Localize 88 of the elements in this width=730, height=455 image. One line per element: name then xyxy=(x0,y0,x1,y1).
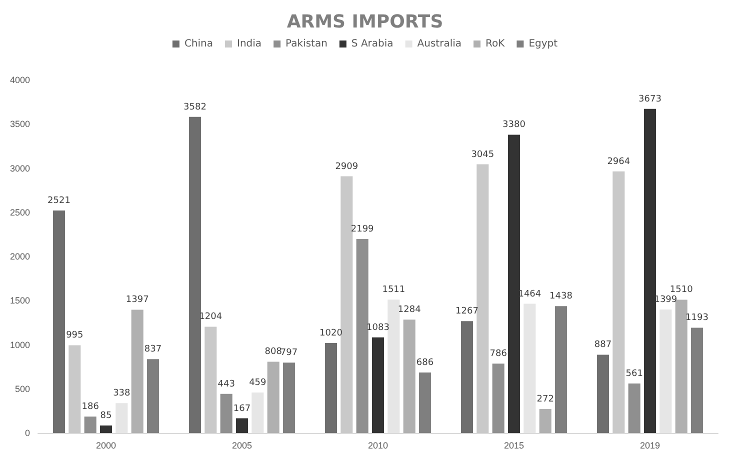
y-tick-label: 500 xyxy=(14,384,30,394)
x-tick-label: 2010 xyxy=(368,440,388,450)
bar xyxy=(628,383,640,433)
y-tick-label: 2000 xyxy=(10,252,30,262)
data-label: 272 xyxy=(536,394,554,404)
chart-title: ARMS IMPORTS xyxy=(286,12,444,32)
data-label: 995 xyxy=(66,330,84,341)
legend-label: Egypt xyxy=(528,38,558,50)
bar xyxy=(100,426,112,433)
bar xyxy=(612,171,625,433)
x-tick-label: 2015 xyxy=(504,440,524,450)
data-label: 1438 xyxy=(550,292,573,302)
y-tick-label: 3500 xyxy=(10,119,30,130)
data-label: 3045 xyxy=(471,150,494,160)
data-label: 1267 xyxy=(456,306,478,317)
bar xyxy=(52,210,66,433)
legend-label: S Arabia xyxy=(351,38,394,50)
y-tick-label: 2500 xyxy=(10,207,30,218)
bar xyxy=(282,362,296,433)
data-label: 443 xyxy=(218,379,235,390)
bar xyxy=(252,392,264,433)
bar xyxy=(356,238,368,433)
bar xyxy=(204,326,217,433)
bar xyxy=(539,408,552,433)
bar xyxy=(524,304,536,433)
legend-label: Pakistan xyxy=(286,38,328,50)
data-label: 1020 xyxy=(320,328,343,338)
bar xyxy=(644,108,656,433)
data-label: 686 xyxy=(416,358,434,368)
data-label: 186 xyxy=(82,402,100,412)
bar xyxy=(340,176,353,433)
data-label: 459 xyxy=(249,378,267,388)
bar xyxy=(660,310,672,433)
x-tick-label: 2000 xyxy=(96,440,116,450)
data-label: 2521 xyxy=(48,196,70,206)
bar xyxy=(68,345,81,433)
data-label: 1510 xyxy=(670,285,694,296)
bar xyxy=(84,416,96,433)
bar xyxy=(220,394,232,433)
x-tick-label: 2005 xyxy=(232,440,252,450)
y-tick-label: 1500 xyxy=(10,296,30,306)
legend-label: India xyxy=(237,38,262,50)
data-label: 2964 xyxy=(607,156,630,167)
legend-label: Australia xyxy=(417,38,462,50)
bar xyxy=(554,306,568,433)
data-label: 2909 xyxy=(335,162,358,172)
data-label: 561 xyxy=(626,368,643,379)
data-label: 837 xyxy=(144,344,162,355)
bar xyxy=(188,116,202,433)
bar xyxy=(236,418,248,433)
data-label: 338 xyxy=(113,388,131,399)
data-label: 3582 xyxy=(184,102,206,112)
bar xyxy=(492,364,504,433)
data-label: 3673 xyxy=(638,94,662,104)
y-tick-label: 4000 xyxy=(10,75,30,85)
y-tick-label: 1000 xyxy=(10,340,30,350)
bar xyxy=(476,164,489,433)
x-tick-label: 2019 xyxy=(640,440,660,450)
data-label: 808 xyxy=(264,347,282,358)
data-label: 786 xyxy=(490,349,508,360)
data-label: 3380 xyxy=(502,120,526,130)
bar xyxy=(146,359,160,433)
y-tick-label: 0 xyxy=(24,428,30,438)
bar xyxy=(116,403,128,433)
bar xyxy=(690,328,704,433)
data-label: 2199 xyxy=(350,224,374,234)
bar xyxy=(131,310,144,433)
bar xyxy=(324,342,338,433)
data-label: 1193 xyxy=(686,313,708,324)
data-label: 1284 xyxy=(398,305,422,316)
bar xyxy=(403,320,416,433)
data-label: 797 xyxy=(280,348,298,358)
bar xyxy=(418,372,432,433)
legend-label: China xyxy=(184,38,214,50)
bar xyxy=(675,300,688,433)
data-label: 887 xyxy=(594,340,612,350)
data-label: 1511 xyxy=(382,285,406,296)
data-label: 1397 xyxy=(126,295,149,306)
data-label: 85 xyxy=(100,411,112,421)
bar xyxy=(460,321,474,433)
bar xyxy=(388,300,400,433)
y-tick-label: 3000 xyxy=(10,163,30,174)
bar xyxy=(508,134,520,433)
bar xyxy=(267,362,280,433)
legend-label: RoK xyxy=(486,38,506,50)
data-label: 167 xyxy=(233,404,251,414)
bar xyxy=(372,337,384,433)
bar xyxy=(596,354,610,433)
